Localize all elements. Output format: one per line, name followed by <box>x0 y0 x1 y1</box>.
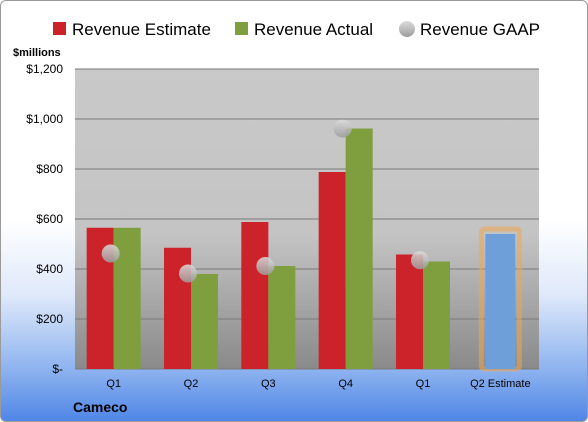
bar-revenue-actual <box>423 261 450 369</box>
company-name: Cameco <box>73 399 127 415</box>
legend-swatch <box>235 22 248 35</box>
legend-label: Revenue Estimate <box>72 20 211 39</box>
gridlines <box>75 68 539 370</box>
marker-revenue-gaap <box>411 251 429 270</box>
x-category-label: Q2 Estimate <box>470 378 531 390</box>
marker-revenue-gaap <box>333 119 352 138</box>
x-axis: Q1 Q2 Q3 Q4 Q1 Q2 Estimate <box>106 378 530 390</box>
y-tick-label: $200 <box>36 312 63 326</box>
bars <box>86 128 522 372</box>
y-tick-label: $800 <box>36 162 63 176</box>
y-tick-label: $600 <box>36 212 63 226</box>
gaap-markers <box>101 119 429 283</box>
y-tick-label: $1,000 <box>26 112 63 126</box>
x-category-label: Q2 <box>184 378 199 390</box>
y-axis-label: $millions <box>13 47 61 59</box>
y-tick-label: $1,200 <box>26 62 63 76</box>
bar-revenue-estimate <box>318 172 346 369</box>
x-category-label: Q4 <box>338 378 353 390</box>
y-axis: $- $200 $400 $600 $800 $1,000 $1,200 <box>26 62 63 376</box>
bar-revenue-actual <box>191 274 218 369</box>
legend-label: Revenue Actual <box>254 20 373 39</box>
bar-revenue-actual <box>345 128 373 369</box>
x-category-label: Q1 <box>106 378 121 390</box>
legend-label: Revenue GAAP <box>420 20 540 39</box>
marker-revenue-gaap <box>179 264 197 283</box>
x-category-label: Q3 <box>261 378 276 390</box>
legend-marker <box>399 21 415 37</box>
x-category-label: Q1 <box>416 378 431 390</box>
bar-revenue-projection <box>485 234 516 369</box>
bar-revenue-estimate <box>241 222 269 369</box>
legend-swatch <box>53 22 66 35</box>
legend: Revenue Estimate Revenue Actual Revenue GA… <box>53 20 540 39</box>
marker-revenue-gaap <box>256 257 275 275</box>
y-tick-label: $400 <box>36 262 63 276</box>
bar-revenue-estimate <box>396 254 423 369</box>
y-tick-label: $- <box>52 362 63 376</box>
bar-revenue-actual <box>268 266 296 369</box>
marker-revenue-gaap <box>101 244 120 263</box>
